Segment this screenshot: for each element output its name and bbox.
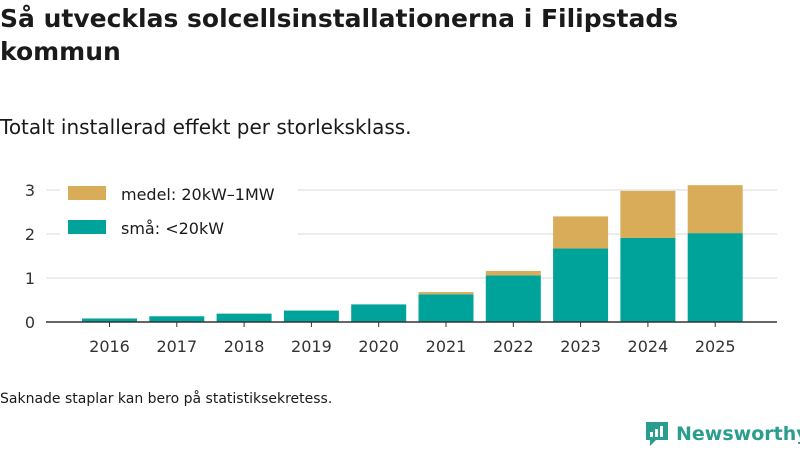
bar-small-2018 xyxy=(216,313,272,322)
legend-swatch-medium xyxy=(68,186,106,200)
bar-small-2025 xyxy=(687,233,743,322)
x-tick-label: 2016 xyxy=(89,337,130,356)
bar-small-2019 xyxy=(283,310,339,322)
bar-medium-2024 xyxy=(620,190,676,238)
x-tick-label: 2017 xyxy=(156,337,197,356)
bar-small-2020 xyxy=(351,304,407,322)
bar-small-2022 xyxy=(485,275,541,322)
y-tick-label: 1 xyxy=(25,269,35,288)
bar-small-2021 xyxy=(418,294,474,322)
x-tick-label: 2018 xyxy=(224,337,265,356)
legend-swatch-small xyxy=(68,220,106,234)
x-tick-label: 2020 xyxy=(358,337,399,356)
bar-small-2024 xyxy=(620,237,676,322)
x-tick-label: 2023 xyxy=(560,337,601,356)
x-tick-label: 2019 xyxy=(291,337,332,356)
bars xyxy=(82,185,743,322)
x-tick-label: 2024 xyxy=(628,337,669,356)
x-tick-label: 2021 xyxy=(426,337,467,356)
legend: medel: 20kW–1MW små: <20kW xyxy=(60,176,298,238)
bar-medium-2025 xyxy=(687,185,743,234)
brand-logo: Newsworthy xyxy=(644,420,800,448)
bar-medium-2022 xyxy=(485,270,541,276)
x-tick-label: 2025 xyxy=(695,337,736,356)
bar-medium-2021 xyxy=(418,292,474,295)
y-tick-label: 2 xyxy=(25,225,35,244)
footnote: Saknade staplar kan bero på statistiksek… xyxy=(0,391,333,407)
stacked-bar-chart: 0 1 2 3 2016 2017 2018 2019 2020 2021 2022 2023 2024… xyxy=(25,176,777,356)
bar-small-2016 xyxy=(82,318,137,322)
x-tick-label: 2022 xyxy=(493,337,534,356)
y-tick-label: 0 xyxy=(25,313,35,332)
newsworthy-icon xyxy=(646,422,668,446)
bar-medium-2023 xyxy=(553,216,609,249)
legend-label-medium: medel: 20kW–1MW xyxy=(121,185,275,204)
bar-small-2023 xyxy=(553,248,609,322)
chart-title: Så utvecklas solcellsinstallationerna i … xyxy=(0,4,679,66)
legend-label-small: små: <20kW xyxy=(121,219,224,238)
axes: 0 1 2 3 2016 2017 2018 2019 2020 2021 2022 2023 2024… xyxy=(25,181,777,356)
bar-small-2017 xyxy=(149,316,205,322)
y-tick-label: 3 xyxy=(25,181,35,200)
chart-subtitle: Totalt installerad effekt per storlekskl… xyxy=(0,115,412,139)
brand-name: Newsworthy xyxy=(676,423,800,445)
